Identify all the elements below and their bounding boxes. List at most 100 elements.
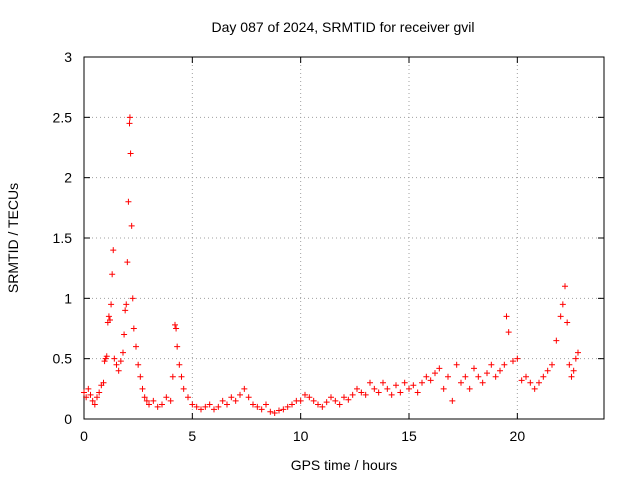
data-point — [488, 361, 495, 368]
data-point — [167, 397, 174, 404]
x-tick-label: 5 — [188, 428, 196, 444]
data-point — [130, 325, 137, 332]
data-point — [135, 361, 142, 368]
data-point — [263, 401, 269, 408]
data-point — [137, 373, 144, 380]
data-point — [154, 403, 161, 410]
data-point — [176, 361, 183, 368]
data-point — [159, 401, 165, 408]
data-point — [349, 391, 356, 398]
data-point — [211, 406, 217, 413]
data-point — [393, 382, 399, 389]
data-point — [108, 301, 115, 308]
data-point — [258, 406, 265, 413]
data-point — [193, 403, 200, 410]
data-point — [345, 396, 352, 403]
data-point — [410, 382, 417, 389]
data-point — [124, 259, 131, 266]
data-point — [388, 391, 395, 398]
data-point — [510, 358, 516, 365]
data-point — [126, 120, 133, 127]
data-point — [436, 365, 443, 372]
data-point — [362, 391, 369, 398]
data-point — [219, 397, 226, 404]
data-point — [173, 325, 180, 332]
data-point — [81, 389, 87, 396]
x-axis: 0 5 10 15 20 — [80, 57, 525, 444]
data-point — [111, 355, 118, 362]
data-point — [128, 222, 135, 229]
data-point — [453, 361, 460, 368]
data-point — [109, 271, 116, 278]
data-point — [120, 349, 126, 356]
data-point — [105, 313, 112, 320]
data-point — [121, 331, 128, 338]
data-point — [87, 391, 94, 398]
y-axis: 0 0.5 1 1.5 2 2.5 3 — [53, 49, 604, 427]
data-point — [449, 397, 456, 404]
y-tick-label: 2 — [64, 170, 72, 186]
data-point — [572, 355, 579, 362]
x-axis-label: GPS time / hours — [291, 457, 398, 473]
data-point — [83, 394, 90, 401]
data-point — [427, 377, 434, 384]
data-point — [414, 389, 421, 396]
data-point — [302, 391, 308, 398]
data-point — [401, 379, 408, 386]
data-point — [100, 379, 107, 386]
data-point — [503, 313, 510, 320]
data-point — [267, 408, 274, 415]
data-point — [276, 407, 282, 414]
data-point — [110, 247, 117, 254]
data-point — [523, 373, 529, 380]
data-point — [336, 401, 343, 408]
chart-title: Day 087 of 2024, SRMTID for receiver gvi… — [212, 19, 475, 35]
data-point — [241, 385, 248, 392]
data-point — [123, 301, 130, 308]
data-point — [575, 349, 581, 356]
data-point — [129, 295, 136, 302]
data-point — [94, 394, 100, 401]
data-point — [540, 373, 547, 380]
data-point — [139, 385, 146, 392]
data-point — [280, 406, 287, 413]
data-point — [544, 367, 551, 374]
data-point — [518, 377, 525, 384]
data-point — [271, 409, 278, 416]
data-point — [559, 301, 566, 308]
data-point — [206, 401, 213, 408]
data-point — [406, 385, 412, 392]
data-point — [185, 394, 191, 401]
data-point — [445, 373, 451, 380]
data-point — [91, 401, 98, 408]
data-point — [371, 385, 378, 392]
data-point — [174, 343, 181, 350]
x-tick-label: 15 — [401, 428, 417, 444]
data-point — [505, 329, 512, 336]
data-point — [85, 385, 92, 392]
data-point — [471, 365, 477, 372]
data-point — [564, 319, 571, 326]
data-point — [127, 150, 134, 157]
data-point — [319, 403, 326, 410]
data-point — [358, 389, 365, 396]
data-point — [115, 367, 122, 374]
data-point — [163, 394, 170, 401]
data-point — [458, 379, 464, 386]
data-point — [89, 397, 96, 404]
data-point — [419, 379, 425, 386]
data-point — [568, 373, 575, 380]
y-tick-label: 0 — [64, 411, 72, 427]
data-point — [169, 373, 176, 380]
data-point — [198, 406, 204, 413]
y-tick-label: 3 — [64, 49, 72, 65]
data-point — [423, 373, 430, 380]
data-point — [549, 361, 555, 368]
data-point — [375, 389, 382, 396]
data-point — [125, 198, 132, 205]
data-point — [332, 397, 339, 404]
data-point — [306, 394, 313, 401]
data-point — [553, 337, 560, 344]
y-tick-label: 0.5 — [53, 351, 73, 367]
